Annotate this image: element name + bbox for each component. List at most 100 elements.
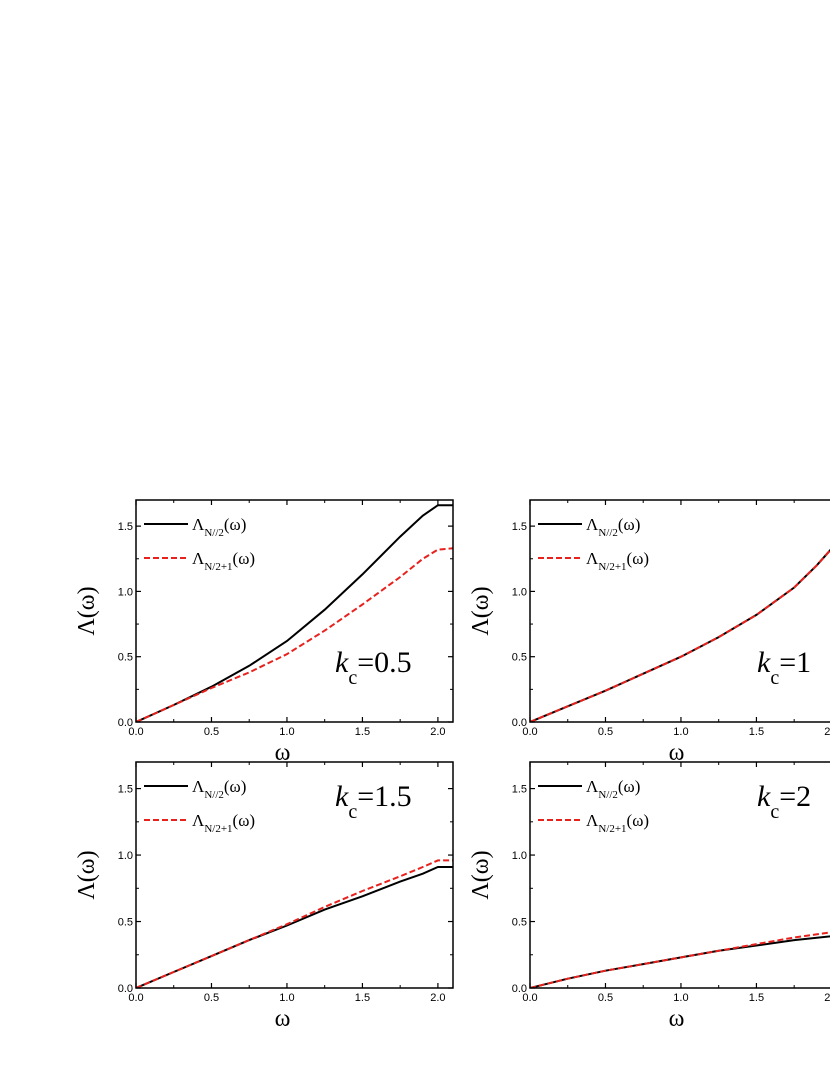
legend-name: Λ — [586, 777, 599, 796]
y-tick-label: 1.5 — [118, 784, 133, 796]
legend-name-sub: N/2+1 — [598, 561, 626, 573]
annotation-value: =2 — [779, 780, 811, 813]
panel-annotation: kc=0.5 — [335, 646, 412, 689]
legend-name-sub: N/2+1 — [204, 823, 232, 835]
legend-name-tail: (ω) — [233, 549, 256, 568]
panel-annotation: kc=2 — [757, 780, 811, 823]
y-tick-label: 1.5 — [512, 521, 527, 533]
annotation-var: k — [757, 646, 771, 679]
legend-label-2: ΛN/2+1(ω) — [586, 811, 649, 835]
series-line-2 — [530, 548, 830, 722]
y-tick-label: 0.0 — [512, 983, 527, 995]
legend-name-tail: (ω) — [233, 811, 256, 830]
x-tick-label: 2.0 — [430, 726, 445, 738]
legend-label-1: ΛN//2(ω) — [192, 515, 246, 539]
y-tick-label: 1.0 — [118, 850, 133, 862]
x-axis-title: ω — [669, 1006, 685, 1032]
x-tick-label: 2.0 — [430, 992, 445, 1004]
x-tick-label: 0.5 — [598, 992, 613, 1004]
x-tick-label: 1.0 — [279, 992, 294, 1004]
panel-2: 0.00.51.01.52.00.00.51.01.5ωΛ(ω)ΛN//2(ω)… — [468, 499, 830, 766]
legend-name-sub: N/2+1 — [598, 823, 626, 835]
legend-label-1: ΛN//2(ω) — [192, 777, 246, 801]
y-axis-title: Λ(ω) — [468, 850, 494, 899]
legend-name: Λ — [586, 515, 599, 534]
annotation-var: k — [335, 646, 349, 679]
plot-frame — [529, 761, 830, 989]
legend-name-sub: N//2 — [598, 789, 618, 801]
legend-label-2: ΛN/2+1(ω) — [192, 811, 255, 835]
x-tick-label: 0.0 — [128, 992, 143, 1004]
x-axis-title: ω — [275, 1006, 291, 1032]
legend-name-tail: (ω) — [627, 549, 650, 568]
legend-name: Λ — [586, 811, 599, 830]
plot-frame — [135, 499, 454, 723]
y-tick-label: 0.0 — [118, 717, 133, 729]
y-tick-label: 1.5 — [118, 521, 133, 533]
legend-name-tail: (ω) — [224, 515, 247, 534]
annotation-value: =1.5 — [357, 780, 411, 813]
series-line-2 — [136, 859, 453, 988]
plot-frame — [135, 761, 454, 989]
x-axis-title: ω — [275, 740, 291, 766]
legend-name-tail: (ω) — [224, 777, 247, 796]
y-tick-label: 0.5 — [512, 652, 527, 664]
x-tick-label: 1.5 — [355, 992, 370, 1004]
annotation-sub: c — [770, 801, 779, 823]
y-tick-label: 1.0 — [512, 586, 527, 598]
annotation-value: =1 — [779, 646, 811, 679]
series-line-1 — [530, 935, 830, 988]
annotation-sub: c — [348, 667, 357, 689]
x-tick-label: 0.5 — [204, 992, 219, 1004]
plot-frame — [529, 499, 830, 723]
x-tick-label: 0.0 — [522, 726, 537, 738]
annotation-var: k — [757, 780, 771, 813]
y-tick-label: 1.0 — [118, 586, 133, 598]
series-line-1 — [530, 548, 830, 722]
x-tick-label: 0.5 — [598, 726, 613, 738]
x-tick-label: 2.0 — [824, 726, 830, 738]
y-axis-title: Λ(ω) — [74, 586, 100, 635]
legend-name-tail: (ω) — [627, 811, 650, 830]
y-tick-label: 0.0 — [512, 717, 527, 729]
y-axis-title: Λ(ω) — [74, 850, 100, 899]
y-axis-title: Λ(ω) — [468, 586, 494, 635]
x-tick-label: 2.0 — [824, 992, 830, 1004]
legend-name: Λ — [586, 549, 599, 568]
legend-name-tail: (ω) — [618, 515, 641, 534]
legend-label-1: ΛN//2(ω) — [586, 777, 640, 801]
legend-name: Λ — [192, 811, 205, 830]
panel-3: 0.0 0.5 1.0 1.5 2.00.00.51.01.5ωΛ(ω)ΛN//2(ω)… — [74, 761, 454, 1032]
x-tick-label: 1.0 — [673, 726, 688, 738]
y-tick-label: 1.5 — [512, 784, 527, 796]
y-tick-label: 0.5 — [118, 917, 133, 929]
series-line-1 — [136, 504, 453, 722]
y-tick-label: 0.5 — [512, 917, 527, 929]
legend-label-2: ΛN/2+1(ω) — [192, 549, 255, 573]
series-line-2 — [530, 931, 830, 988]
panel-1: 0.0 0.5 1.0 1.5 2.00.00.51.01.5ωΛ(ω)ΛN//2(ω)… — [74, 499, 454, 766]
legend-name-sub: N//2 — [204, 527, 224, 539]
panel-annotation: kc=1.5 — [335, 780, 412, 823]
panel-annotation: kc=1 — [757, 646, 811, 689]
x-axis-title: ω — [669, 740, 685, 766]
legend-name: Λ — [192, 549, 205, 568]
annotation-value: =0.5 — [357, 646, 411, 679]
legend-name: Λ — [192, 515, 205, 534]
annotation-var: k — [335, 780, 349, 813]
series-line-2 — [136, 547, 453, 722]
x-tick-label: 1.5 — [355, 726, 370, 738]
y-tick-label: 0.5 — [118, 652, 133, 664]
annotation-sub: c — [770, 667, 779, 689]
y-tick-label: 0.0 — [118, 983, 133, 995]
x-tick-label: 1.0 — [673, 992, 688, 1004]
x-tick-label: 0.0 — [128, 726, 143, 738]
legend-name: Λ — [192, 777, 205, 796]
legend-name-sub: N//2 — [598, 527, 618, 539]
x-tick-label: 0.5 — [204, 726, 219, 738]
series-line-1 — [136, 866, 453, 988]
legend-label-2: ΛN/2+1(ω) — [586, 549, 649, 573]
y-tick-label: 1.0 — [512, 850, 527, 862]
panel-4: 0.00.51.01.52.00.00.51.01.5ωΛ(ω)ΛN//2(ω)… — [468, 761, 830, 1032]
legend-name-tail: (ω) — [618, 777, 641, 796]
